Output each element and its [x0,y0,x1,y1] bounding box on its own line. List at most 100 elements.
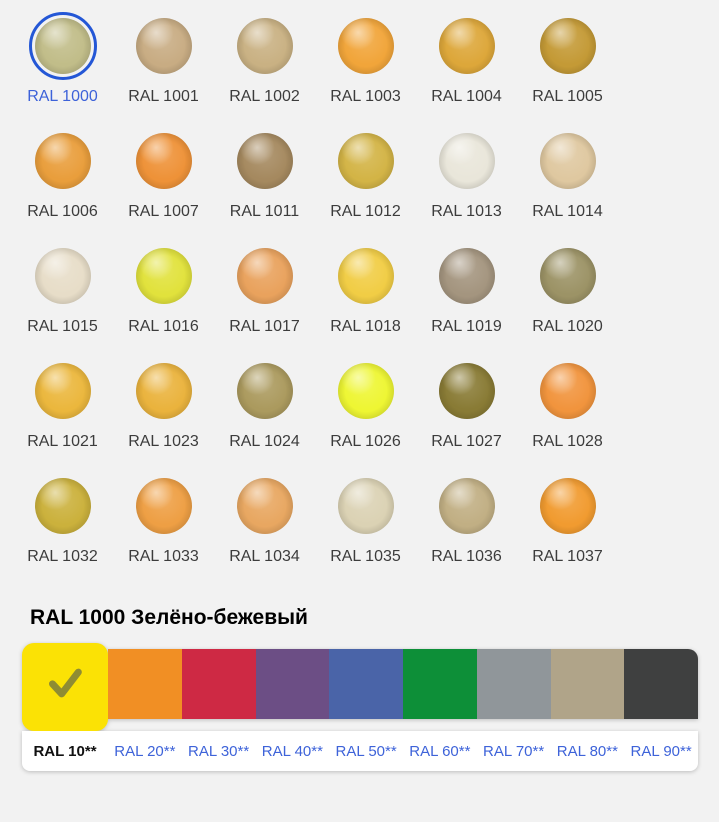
group-tab-ral-40[interactable] [255,649,330,719]
color-cell-ral-1013[interactable]: RAL 1013 [416,127,517,221]
color-label[interactable]: RAL 1004 [431,88,502,105]
color-sphere[interactable] [438,363,495,419]
color-cell-ral-1028[interactable]: RAL 1028 [517,357,618,451]
color-cell-ral-1005[interactable]: RAL 1005 [517,12,618,106]
color-cell-ral-1011[interactable]: RAL 1011 [214,127,315,221]
color-label[interactable]: RAL 1037 [532,548,603,565]
color-label[interactable]: RAL 1013 [431,203,502,220]
color-sphere[interactable] [34,133,91,189]
color-label[interactable]: RAL 1033 [128,548,199,565]
color-sphere[interactable] [337,248,394,304]
color-sphere[interactable] [135,18,192,74]
color-cell-ral-1002[interactable]: RAL 1002 [214,12,315,106]
group-tab-label-ral-80[interactable]: RAL 80** [556,742,618,760]
color-sphere[interactable] [135,363,192,419]
group-tab-ral-60[interactable] [403,649,477,719]
color-sphere[interactable] [135,133,192,189]
color-sphere[interactable] [438,18,495,74]
color-sphere[interactable] [236,478,293,534]
color-cell-ral-1035[interactable]: RAL 1035 [315,472,416,566]
color-cell-ral-1037[interactable]: RAL 1037 [517,472,618,566]
color-cell-ral-1027[interactable]: RAL 1027 [416,357,517,451]
group-tab-ral-90[interactable] [624,649,698,719]
color-label[interactable]: RAL 1023 [128,433,199,450]
group-tab-ral-70[interactable] [476,649,551,719]
color-label[interactable]: RAL 1005 [532,88,603,105]
color-label[interactable]: RAL 1034 [229,548,300,565]
color-cell-ral-1015[interactable]: RAL 1015 [12,242,113,336]
group-tab-ral-20[interactable] [108,649,182,719]
group-tab-label-ral-30[interactable]: RAL 30** [188,742,250,760]
group-tab-label-ral-40[interactable]: RAL 40** [261,742,323,760]
color-sphere[interactable] [539,248,596,304]
color-sphere[interactable] [34,363,91,419]
color-label[interactable]: RAL 1012 [330,203,401,220]
color-sphere[interactable] [135,248,192,304]
color-sphere[interactable] [539,478,596,534]
color-label[interactable]: RAL 1015 [27,318,98,335]
color-cell-ral-1020[interactable]: RAL 1020 [517,242,618,336]
group-tab-ral-10[interactable] [22,643,108,731]
color-sphere[interactable] [135,478,192,534]
color-label[interactable]: RAL 1002 [229,88,300,105]
color-label[interactable]: RAL 1020 [532,318,603,335]
group-tab-ral-50[interactable] [329,649,403,719]
color-cell-ral-1016[interactable]: RAL 1016 [113,242,214,336]
color-sphere[interactable] [438,133,495,189]
color-label[interactable]: RAL 1014 [532,203,603,220]
color-label[interactable]: RAL 1003 [330,88,401,105]
group-tab-label-ral-10[interactable]: RAL 10** [33,742,97,760]
group-tab-ral-30[interactable] [181,649,256,719]
color-cell-ral-1034[interactable]: RAL 1034 [214,472,315,566]
color-sphere[interactable] [539,18,596,74]
color-label[interactable]: RAL 1001 [128,88,199,105]
color-cell-ral-1012[interactable]: RAL 1012 [315,127,416,221]
color-label[interactable]: RAL 1028 [532,433,603,450]
group-tab-label-ral-60[interactable]: RAL 60** [409,742,471,760]
color-label[interactable]: RAL 1017 [229,318,300,335]
color-label[interactable]: RAL 1021 [27,433,98,450]
color-sphere[interactable] [236,248,293,304]
color-sphere[interactable] [337,133,394,189]
color-label[interactable]: RAL 1032 [27,548,98,565]
group-tab-label-ral-20[interactable]: RAL 20** [114,742,176,760]
color-label[interactable]: RAL 1006 [27,203,98,220]
color-cell-ral-1026[interactable]: RAL 1026 [315,357,416,451]
color-sphere[interactable] [236,18,293,74]
color-label[interactable]: RAL 1016 [128,318,199,335]
group-tab-label-ral-50[interactable]: RAL 50** [335,742,397,760]
color-sphere[interactable] [539,363,596,419]
color-label[interactable]: RAL 1019 [431,318,502,335]
color-sphere[interactable] [337,478,394,534]
color-label[interactable]: RAL 1007 [128,203,199,220]
color-cell-ral-1014[interactable]: RAL 1014 [517,127,618,221]
color-cell-ral-1021[interactable]: RAL 1021 [12,357,113,451]
color-cell-ral-1001[interactable]: RAL 1001 [113,12,214,106]
color-sphere[interactable] [337,363,394,419]
color-label[interactable]: RAL 1024 [229,433,300,450]
color-cell-ral-1033[interactable]: RAL 1033 [113,472,214,566]
group-tab-label-ral-70[interactable]: RAL 70** [483,742,545,760]
color-sphere[interactable] [539,133,596,189]
color-sphere[interactable] [236,363,293,419]
group-tab-label-ral-90[interactable]: RAL 90** [630,742,692,760]
color-label[interactable]: RAL 1035 [330,548,401,565]
group-tab-ral-80[interactable] [550,649,625,719]
color-sphere[interactable] [34,248,91,304]
color-cell-ral-1018[interactable]: RAL 1018 [315,242,416,336]
color-sphere[interactable] [34,478,91,534]
color-cell-ral-1007[interactable]: RAL 1007 [113,127,214,221]
color-label[interactable]: RAL 1027 [431,433,502,450]
color-sphere[interactable] [34,18,91,74]
color-sphere[interactable] [236,133,293,189]
color-cell-ral-1017[interactable]: RAL 1017 [214,242,315,336]
color-label[interactable]: RAL 1026 [330,433,401,450]
color-label[interactable]: RAL 1018 [330,318,401,335]
color-cell-ral-1032[interactable]: RAL 1032 [12,472,113,566]
color-cell-ral-1000[interactable]: RAL 1000 [12,12,113,106]
color-label[interactable]: RAL 1011 [229,203,300,220]
color-cell-ral-1004[interactable]: RAL 1004 [416,12,517,106]
color-cell-ral-1023[interactable]: RAL 1023 [113,357,214,451]
color-cell-ral-1019[interactable]: RAL 1019 [416,242,517,336]
color-cell-ral-1024[interactable]: RAL 1024 [214,357,315,451]
